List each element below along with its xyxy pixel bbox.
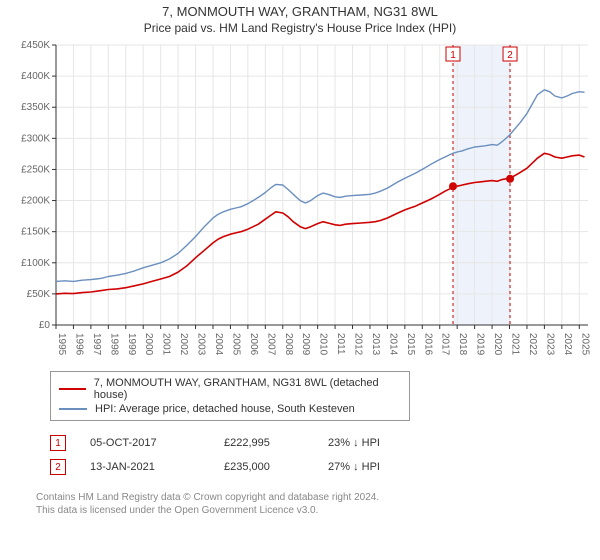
sales-table: 1 05-OCT-2017 £222,995 23% ↓ HPI 2 13-JA… — [50, 431, 600, 479]
svg-text:2017: 2017 — [440, 333, 451, 356]
svg-text:2015: 2015 — [405, 333, 416, 356]
legend-swatch-hpi — [59, 408, 87, 410]
svg-text:2021: 2021 — [510, 333, 521, 356]
svg-text:2008: 2008 — [283, 333, 294, 356]
sale-price: £235,000 — [224, 461, 304, 473]
legend-label: HPI: Average price, detached house, Sout… — [95, 403, 355, 415]
svg-text:2005: 2005 — [230, 333, 241, 356]
svg-text:2010: 2010 — [318, 333, 329, 356]
svg-text:2001: 2001 — [161, 333, 172, 356]
chart-legend: 7, MONMOUTH WAY, GRANTHAM, NG31 8WL (det… — [50, 371, 410, 421]
footer-line: This data is licensed under the Open Gov… — [36, 504, 600, 517]
svg-text:2016: 2016 — [422, 333, 433, 356]
price-chart-svg: £0 £50K £100K £150K £200K £250K £300K £350K £400… — [0, 35, 600, 365]
svg-text:1: 1 — [450, 50, 456, 61]
svg-text:1998: 1998 — [108, 333, 119, 356]
footer-line: Contains HM Land Registry data © Crown c… — [36, 491, 600, 504]
svg-text:1995: 1995 — [56, 333, 67, 356]
legend-item: 7, MONMOUTH WAY, GRANTHAM, NG31 8WL (det… — [59, 376, 401, 402]
sale-marker-badge: 1 — [50, 435, 66, 451]
table-row: 2 13-JAN-2021 £235,000 27% ↓ HPI — [50, 455, 600, 479]
svg-text:2022: 2022 — [527, 333, 538, 356]
svg-text:£0: £0 — [39, 320, 51, 331]
svg-text:2020: 2020 — [492, 333, 503, 356]
svg-text:2007: 2007 — [265, 333, 276, 356]
svg-text:1996: 1996 — [73, 333, 84, 356]
svg-text:2023: 2023 — [544, 333, 555, 356]
legend-swatch-paid — [59, 388, 86, 390]
svg-text:1999: 1999 — [126, 333, 137, 356]
svg-text:£100K: £100K — [21, 258, 50, 269]
svg-text:2012: 2012 — [353, 333, 364, 356]
chart-title-subtitle: Price paid vs. HM Land Registry's House … — [0, 21, 600, 35]
svg-text:2024: 2024 — [562, 333, 573, 356]
svg-text:£300K: £300K — [21, 133, 50, 144]
svg-text:2004: 2004 — [213, 333, 224, 356]
chart-footer: Contains HM Land Registry data © Crown c… — [36, 491, 600, 517]
svg-text:2018: 2018 — [457, 333, 468, 356]
sale-marker-badge: 2 — [50, 459, 66, 475]
svg-text:2006: 2006 — [248, 333, 259, 356]
svg-text:2019: 2019 — [475, 333, 486, 356]
svg-text:2003: 2003 — [196, 333, 207, 356]
sale-price: £222,995 — [224, 437, 304, 449]
svg-text:2013: 2013 — [370, 333, 381, 356]
svg-text:2014: 2014 — [387, 333, 398, 356]
sale-delta: 23% ↓ HPI — [328, 437, 380, 449]
table-row: 1 05-OCT-2017 £222,995 23% ↓ HPI — [50, 431, 600, 455]
svg-text:£400K: £400K — [21, 71, 50, 82]
sale-date: 13-JAN-2021 — [90, 461, 200, 473]
sale-date: 05-OCT-2017 — [90, 437, 200, 449]
svg-text:£250K: £250K — [21, 164, 50, 175]
svg-text:2000: 2000 — [143, 333, 154, 356]
svg-text:1997: 1997 — [91, 333, 102, 356]
sale-delta: 27% ↓ HPI — [328, 461, 380, 473]
chart-titles: 7, MONMOUTH WAY, GRANTHAM, NG31 8WL Pric… — [0, 0, 600, 35]
legend-item: HPI: Average price, detached house, Sout… — [59, 402, 401, 416]
svg-text:2: 2 — [507, 50, 513, 61]
svg-text:£450K: £450K — [21, 40, 50, 51]
svg-text:2025: 2025 — [579, 333, 590, 356]
svg-text:2009: 2009 — [300, 333, 311, 356]
svg-text:2002: 2002 — [178, 333, 189, 356]
svg-text:2011: 2011 — [335, 333, 346, 355]
svg-text:£200K: £200K — [21, 196, 50, 207]
chart-title-address: 7, MONMOUTH WAY, GRANTHAM, NG31 8WL — [0, 4, 600, 21]
legend-label: 7, MONMOUTH WAY, GRANTHAM, NG31 8WL (det… — [94, 377, 401, 401]
svg-text:£150K: £150K — [21, 227, 50, 238]
price-chart-panel: 7, MONMOUTH WAY, GRANTHAM, NG31 8WL Pric… — [0, 0, 600, 560]
svg-text:£350K: £350K — [21, 102, 50, 113]
svg-text:£50K: £50K — [27, 289, 51, 300]
